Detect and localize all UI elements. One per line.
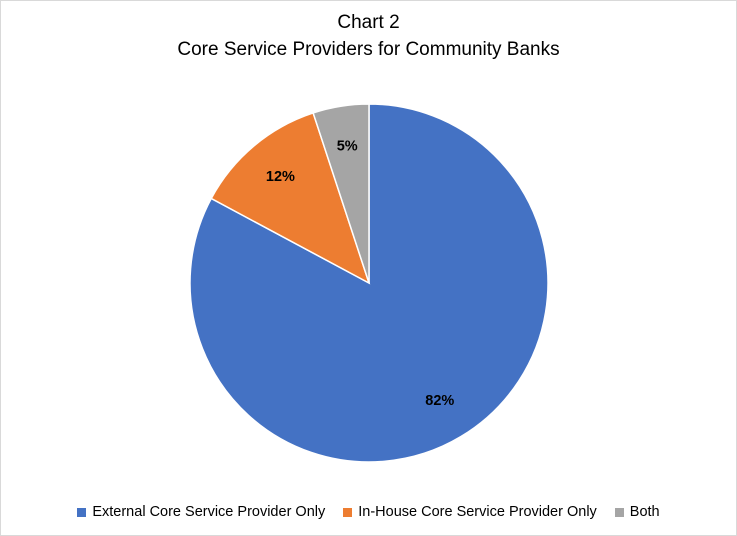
legend-swatch — [77, 507, 87, 517]
legend-item-external: External Core Service Provider Only — [77, 504, 325, 520]
legend-swatch — [614, 507, 624, 517]
data-label-external: 82% — [425, 393, 454, 409]
chart-title-block: Chart 2 Core Service Providers for Commu… — [1, 9, 736, 63]
data-label-both: 5% — [337, 139, 358, 155]
legend-label: External Core Service Provider Only — [92, 504, 326, 520]
pie-slice-in-house — [210, 111, 371, 285]
legend-item-in-house: In-House Core Service Provider Only — [343, 504, 597, 520]
chart-subtitle: Core Service Providers for Community Ban… — [177, 39, 560, 60]
pie-slice-external — [189, 103, 549, 463]
data-label-in-house: 12% — [266, 169, 295, 185]
legend-label: Both — [629, 504, 660, 520]
legend-label: In-House Core Service Provider Only — [358, 504, 597, 520]
pie-slice-both — [312, 103, 370, 284]
chart-legend: External Core Service Provider Only In-Ho… — [1, 504, 736, 520]
legend-swatch — [343, 507, 353, 517]
chart-title: Chart 2 — [337, 12, 400, 33]
legend-item-both: Both — [614, 504, 660, 520]
